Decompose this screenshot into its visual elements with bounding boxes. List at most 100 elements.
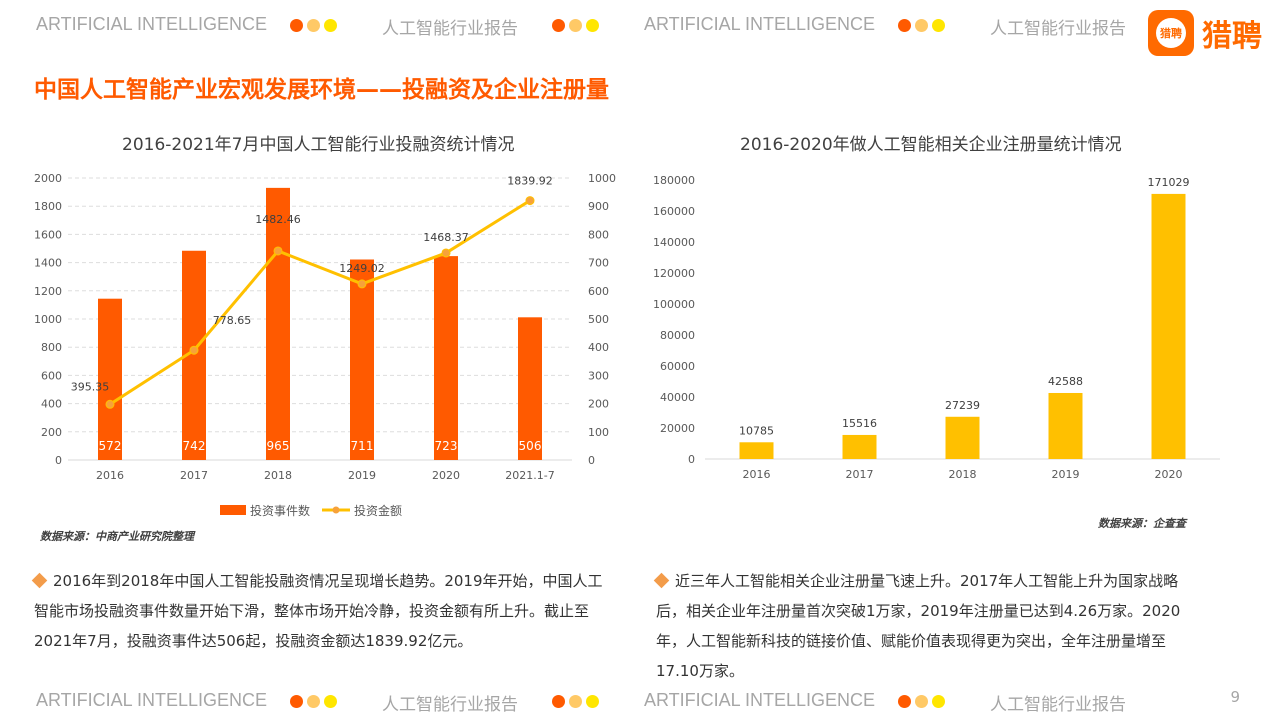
right-tick-label: 0 xyxy=(588,454,595,467)
left-tick-label: 800 xyxy=(41,341,62,354)
left-tick-label: 1800 xyxy=(34,200,62,213)
x-tick-label: 2017 xyxy=(180,469,208,482)
bar-investment-events xyxy=(266,187,290,460)
bar-data-label: 171029 xyxy=(1148,176,1190,189)
chart2-source: 数据来源：企查查 xyxy=(1098,517,1186,530)
legend-bar-label: 投资事件数 xyxy=(250,503,310,518)
right-tick-label: 700 xyxy=(588,257,609,270)
x-tick-label: 2021.1-7 xyxy=(505,469,554,482)
footer-band: ARTIFICIAL INTELLIGENCE 人工智能行业报告 ARTIFIC… xyxy=(0,676,1280,726)
x-tick-label: 2020 xyxy=(1155,468,1183,481)
chart2-title: 2016-2020年做人工智能相关企业注册量统计情况 xyxy=(740,135,1122,155)
bar-registrations xyxy=(739,442,774,459)
logo: 猎聘 猎聘 xyxy=(1148,10,1262,56)
bar-data-label: 965 xyxy=(267,439,290,453)
header-cn-2: 人工智能行业报告 xyxy=(990,19,1126,39)
x-tick-label: 2016 xyxy=(743,468,771,481)
right-tick-label: 1000 xyxy=(588,172,616,185)
dots-icon xyxy=(898,19,945,32)
header-cn-1: 人工智能行业报告 xyxy=(382,19,518,39)
chart1-source: 数据来源：中商产业研究院整理 xyxy=(40,530,194,543)
bar-data-label: 723 xyxy=(435,439,458,453)
left-tick-label: 600 xyxy=(41,369,62,382)
line-point xyxy=(441,248,451,258)
diamond-bullet-icon xyxy=(653,572,670,589)
dots-icon xyxy=(552,19,599,32)
chart1-title: 2016-2021年7月中国人工智能行业投融资统计情况 xyxy=(122,135,515,155)
legend-bar-swatch xyxy=(220,505,246,515)
line-point xyxy=(525,196,535,206)
right-tick-label: 400 xyxy=(588,341,609,354)
bar-registrations xyxy=(945,416,980,459)
footer-en-2: ARTIFICIAL INTELLIGENCE xyxy=(644,690,876,710)
logo-text: 猎聘 xyxy=(1202,19,1262,54)
line-point xyxy=(189,345,199,355)
y-tick-label: 40000 xyxy=(660,391,695,404)
y-tick-label: 20000 xyxy=(660,422,695,435)
left-tick-label: 2000 xyxy=(34,172,62,185)
right-tick-label: 500 xyxy=(588,313,609,326)
page-number: 9 xyxy=(1230,688,1240,706)
y-tick-label: 120000 xyxy=(653,267,695,280)
line-investment-amount xyxy=(109,199,531,406)
x-tick-label: 2019 xyxy=(1052,468,1080,481)
bar-data-label: 711 xyxy=(351,439,374,453)
dots-icon xyxy=(290,19,337,32)
left-tick-label: 1200 xyxy=(34,285,62,298)
line-point xyxy=(357,279,367,289)
x-tick-label: 2019 xyxy=(348,469,376,482)
dots-icon xyxy=(290,695,337,708)
right-tick-label: 300 xyxy=(588,369,609,382)
bar-investment-events xyxy=(98,298,122,460)
line-point xyxy=(105,399,115,409)
left-tick-label: 1400 xyxy=(34,257,62,270)
logo-icon: 猎聘 xyxy=(1148,10,1194,56)
left-tick-label: 0 xyxy=(55,454,62,467)
bar-registrations xyxy=(1048,392,1083,459)
dots-icon xyxy=(898,695,945,708)
y-tick-label: 80000 xyxy=(660,329,695,342)
bar-data-label: 42588 xyxy=(1048,375,1083,388)
y-tick-label: 140000 xyxy=(653,236,695,249)
bar-registrations xyxy=(842,434,877,459)
x-tick-label: 2016 xyxy=(96,469,124,482)
left-tick-label: 400 xyxy=(41,398,62,411)
bar-registrations xyxy=(1151,193,1186,460)
line-data-label: 1482.46 xyxy=(255,213,301,226)
x-tick-label: 2020 xyxy=(432,469,460,482)
y-tick-label: 100000 xyxy=(653,298,695,311)
bar-investment-events xyxy=(350,259,374,460)
left-paragraph: 2016年到2018年中国人工智能投融资情况呈现增长趋势。2019年开始，中国人… xyxy=(31,566,614,656)
header-en-1: ARTIFICIAL INTELLIGENCE xyxy=(36,14,268,34)
line-point xyxy=(273,246,283,256)
bar-data-label: 10785 xyxy=(739,424,774,437)
line-data-label: 1468.37 xyxy=(423,231,469,244)
left-tick-label: 1000 xyxy=(34,313,62,326)
page-title: 中国人工智能产业宏观发展环境——投融资及企业注册量 xyxy=(34,77,609,103)
legend-line-marker xyxy=(332,506,340,514)
y-tick-label: 180000 xyxy=(653,174,695,187)
dots-icon xyxy=(552,695,599,708)
left-tick-label: 1600 xyxy=(34,228,62,241)
right-tick-label: 900 xyxy=(588,200,609,213)
bar-data-label: 506 xyxy=(519,439,542,453)
right-tick-label: 800 xyxy=(588,228,609,241)
bar-investment-events xyxy=(434,256,458,460)
bar-data-label: 742 xyxy=(183,439,206,453)
y-tick-label: 160000 xyxy=(653,205,695,218)
footer-cn-2: 人工智能行业报告 xyxy=(990,695,1126,715)
bar-investment-events xyxy=(518,317,542,460)
line-data-label: 1249.02 xyxy=(339,262,385,275)
diamond-bullet-icon xyxy=(31,572,48,589)
footer-cn-1: 人工智能行业报告 xyxy=(382,695,518,715)
line-data-label: 778.65 xyxy=(213,314,252,327)
header-band: ARTIFICIAL INTELLIGENCE 人工智能行业报告 ARTIFIC… xyxy=(0,0,1280,50)
bar-data-label: 15516 xyxy=(842,417,877,430)
bar-data-label: 27239 xyxy=(945,399,980,412)
right-tick-label: 100 xyxy=(588,426,609,439)
right-tick-label: 600 xyxy=(588,285,609,298)
x-tick-label: 2017 xyxy=(846,468,874,481)
x-tick-label: 2018 xyxy=(949,468,977,481)
left-tick-label: 200 xyxy=(41,426,62,439)
legend-line-label: 投资金额 xyxy=(354,503,402,518)
